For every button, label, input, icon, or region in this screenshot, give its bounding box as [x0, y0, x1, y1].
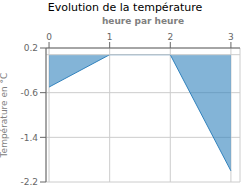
svg-text:0: 0 [46, 32, 52, 42]
svg-text:1: 1 [107, 32, 113, 42]
html-text:Evolution de la température: Evolution de la température [47, 1, 203, 14]
svg-text:-0.6: -0.6 [20, 88, 38, 98]
svg-text:3: 3 [228, 32, 234, 42]
svg-text:Température en °C: Température en °C [8, 73, 9, 159]
svg-text:0.2: 0.2 [24, 43, 38, 53]
svg-text:-1.4: -1.4 [20, 133, 38, 143]
svg-text:2: 2 [167, 32, 173, 42]
svg-text:-2.2: -2.2 [20, 177, 38, 187]
svg-text:heure par heure: heure par heure [102, 16, 184, 26]
